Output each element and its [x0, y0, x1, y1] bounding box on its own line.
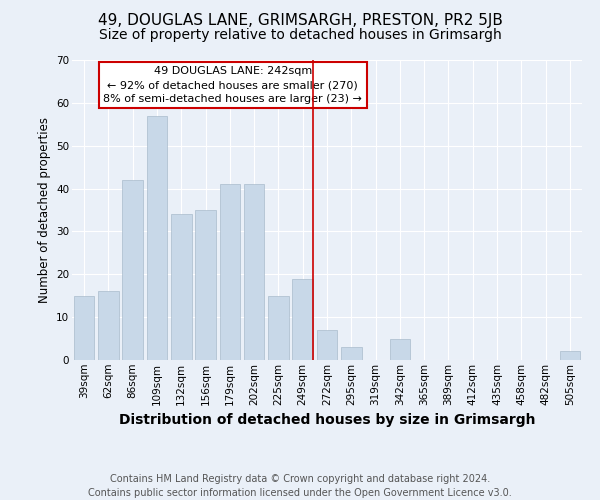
Text: Contains HM Land Registry data © Crown copyright and database right 2024.
Contai: Contains HM Land Registry data © Crown c…: [88, 474, 512, 498]
Bar: [171, 214, 191, 360]
X-axis label: Distribution of detached houses by size in Grimsargh: Distribution of detached houses by size …: [119, 413, 535, 427]
Bar: [195, 210, 216, 360]
Bar: [98, 292, 119, 360]
Bar: [74, 296, 94, 360]
Bar: [268, 296, 289, 360]
Text: 49 DOUGLAS LANE: 242sqm
← 92% of detached houses are smaller (270)
8% of semi-de: 49 DOUGLAS LANE: 242sqm ← 92% of detache…: [103, 66, 362, 104]
Bar: [317, 330, 337, 360]
Text: 49, DOUGLAS LANE, GRIMSARGH, PRESTON, PR2 5JB: 49, DOUGLAS LANE, GRIMSARGH, PRESTON, PR…: [98, 12, 502, 28]
Bar: [560, 352, 580, 360]
Bar: [122, 180, 143, 360]
Bar: [244, 184, 265, 360]
Bar: [292, 278, 313, 360]
Bar: [220, 184, 240, 360]
Y-axis label: Number of detached properties: Number of detached properties: [38, 117, 50, 303]
Bar: [146, 116, 167, 360]
Text: Size of property relative to detached houses in Grimsargh: Size of property relative to detached ho…: [98, 28, 502, 42]
Bar: [389, 338, 410, 360]
Bar: [341, 347, 362, 360]
